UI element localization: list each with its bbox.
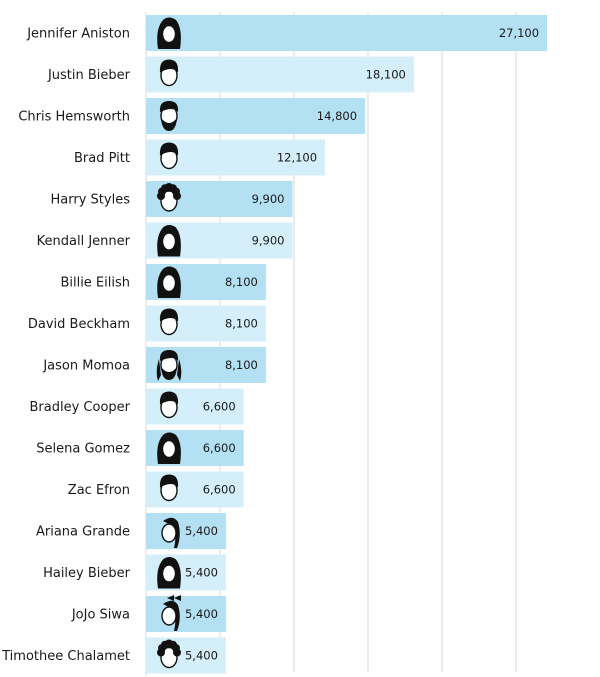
category-label: Timothee Chalamet [1,649,130,664]
ponytail-bow-woman-icon [161,595,181,631]
bar-row: Hailey Bieber 5,400 [43,554,226,591]
value-label: 6,600 [203,483,236,497]
category-label: Ariana Grande [36,525,130,540]
bar-row: JoJo Siwa 5,400 [71,595,226,632]
category-label: Hailey Bieber [43,566,131,581]
value-label: 18,100 [366,68,406,82]
value-label: 8,100 [225,358,258,372]
category-label: Brad Pitt [74,151,130,166]
bearded-man-icon [159,101,179,131]
bar-row: Chris Hemsworth 14,800 [18,98,366,134]
value-label: 8,100 [225,317,258,331]
value-label: 8,100 [225,275,258,289]
bars: Jennifer Aniston 27,100 Justin Bieber 18,10… [1,15,548,674]
bar-row: Timothee Chalamet 5,400 [1,637,226,674]
curly-hair-man-icon [157,639,181,669]
bar [146,513,226,549]
value-label: 5,400 [185,524,218,538]
bearded-long-hair-man-icon [156,350,182,381]
category-label: Selena Gomez [36,442,130,457]
category-label: Billie Eilish [60,276,130,291]
category-label: Bradley Cooper [30,400,131,415]
bar-row: Billie Eilish 8,100 [60,264,266,300]
bar-row: Jennifer Aniston 27,100 [26,15,548,51]
bar [146,98,366,134]
category-label: Justin Bieber [47,68,131,83]
bar-row: Harry Styles 9,900 [51,181,293,217]
bar-row: Kendall Jenner 9,900 [37,222,293,259]
long-hair-woman-icon [157,225,181,257]
ponytail-woman-icon [161,517,180,548]
value-label: 5,400 [185,607,218,621]
value-label: 12,100 [277,151,317,165]
value-label: 9,900 [252,192,285,206]
value-label: 6,600 [203,400,236,414]
bar [146,596,226,632]
long-hair-woman-icon [157,17,181,49]
short-hair-man-icon [159,308,179,336]
short-hair-man-icon [159,142,179,170]
bar-row: Bradley Cooper 6,600 [30,388,244,425]
value-label: 6,600 [203,441,236,455]
category-label: Zac Efron [68,483,130,498]
category-label: Kendall Jenner [37,234,131,249]
bar-row: Ariana Grande 5,400 [36,513,226,549]
category-label: Jennifer Aniston [26,27,130,42]
bar-row: Selena Gomez 6,600 [36,430,244,466]
category-label: Jason Momoa [42,359,130,374]
short-hair-man-icon [159,59,179,87]
category-label: Chris Hemsworth [18,110,130,125]
bar-row: Jason Momoa 8,100 [42,347,266,383]
long-hair-woman-icon [157,266,181,298]
value-label: 14,800 [317,109,357,123]
short-hair-man-icon [159,474,179,502]
bar-row: Justin Bieber 18,100 [47,56,414,93]
value-label: 27,100 [499,26,539,40]
bar-row: Brad Pitt 12,100 [74,139,326,176]
category-label: JoJo Siwa [71,608,130,623]
value-label: 5,400 [185,649,218,663]
bar-row: David Beckham 8,100 [28,305,266,342]
bar [146,56,414,93]
category-label: David Beckham [28,317,130,332]
bar [146,15,548,51]
bar-row: Zac Efron 6,600 [68,471,244,508]
category-label: Harry Styles [51,193,131,208]
value-label: 9,900 [252,234,285,248]
long-hair-woman-icon [157,557,181,589]
curly-hair-man-icon [157,183,181,212]
value-label: 5,400 [185,566,218,580]
short-hair-man-icon [159,391,179,419]
long-hair-woman-icon [157,432,181,464]
